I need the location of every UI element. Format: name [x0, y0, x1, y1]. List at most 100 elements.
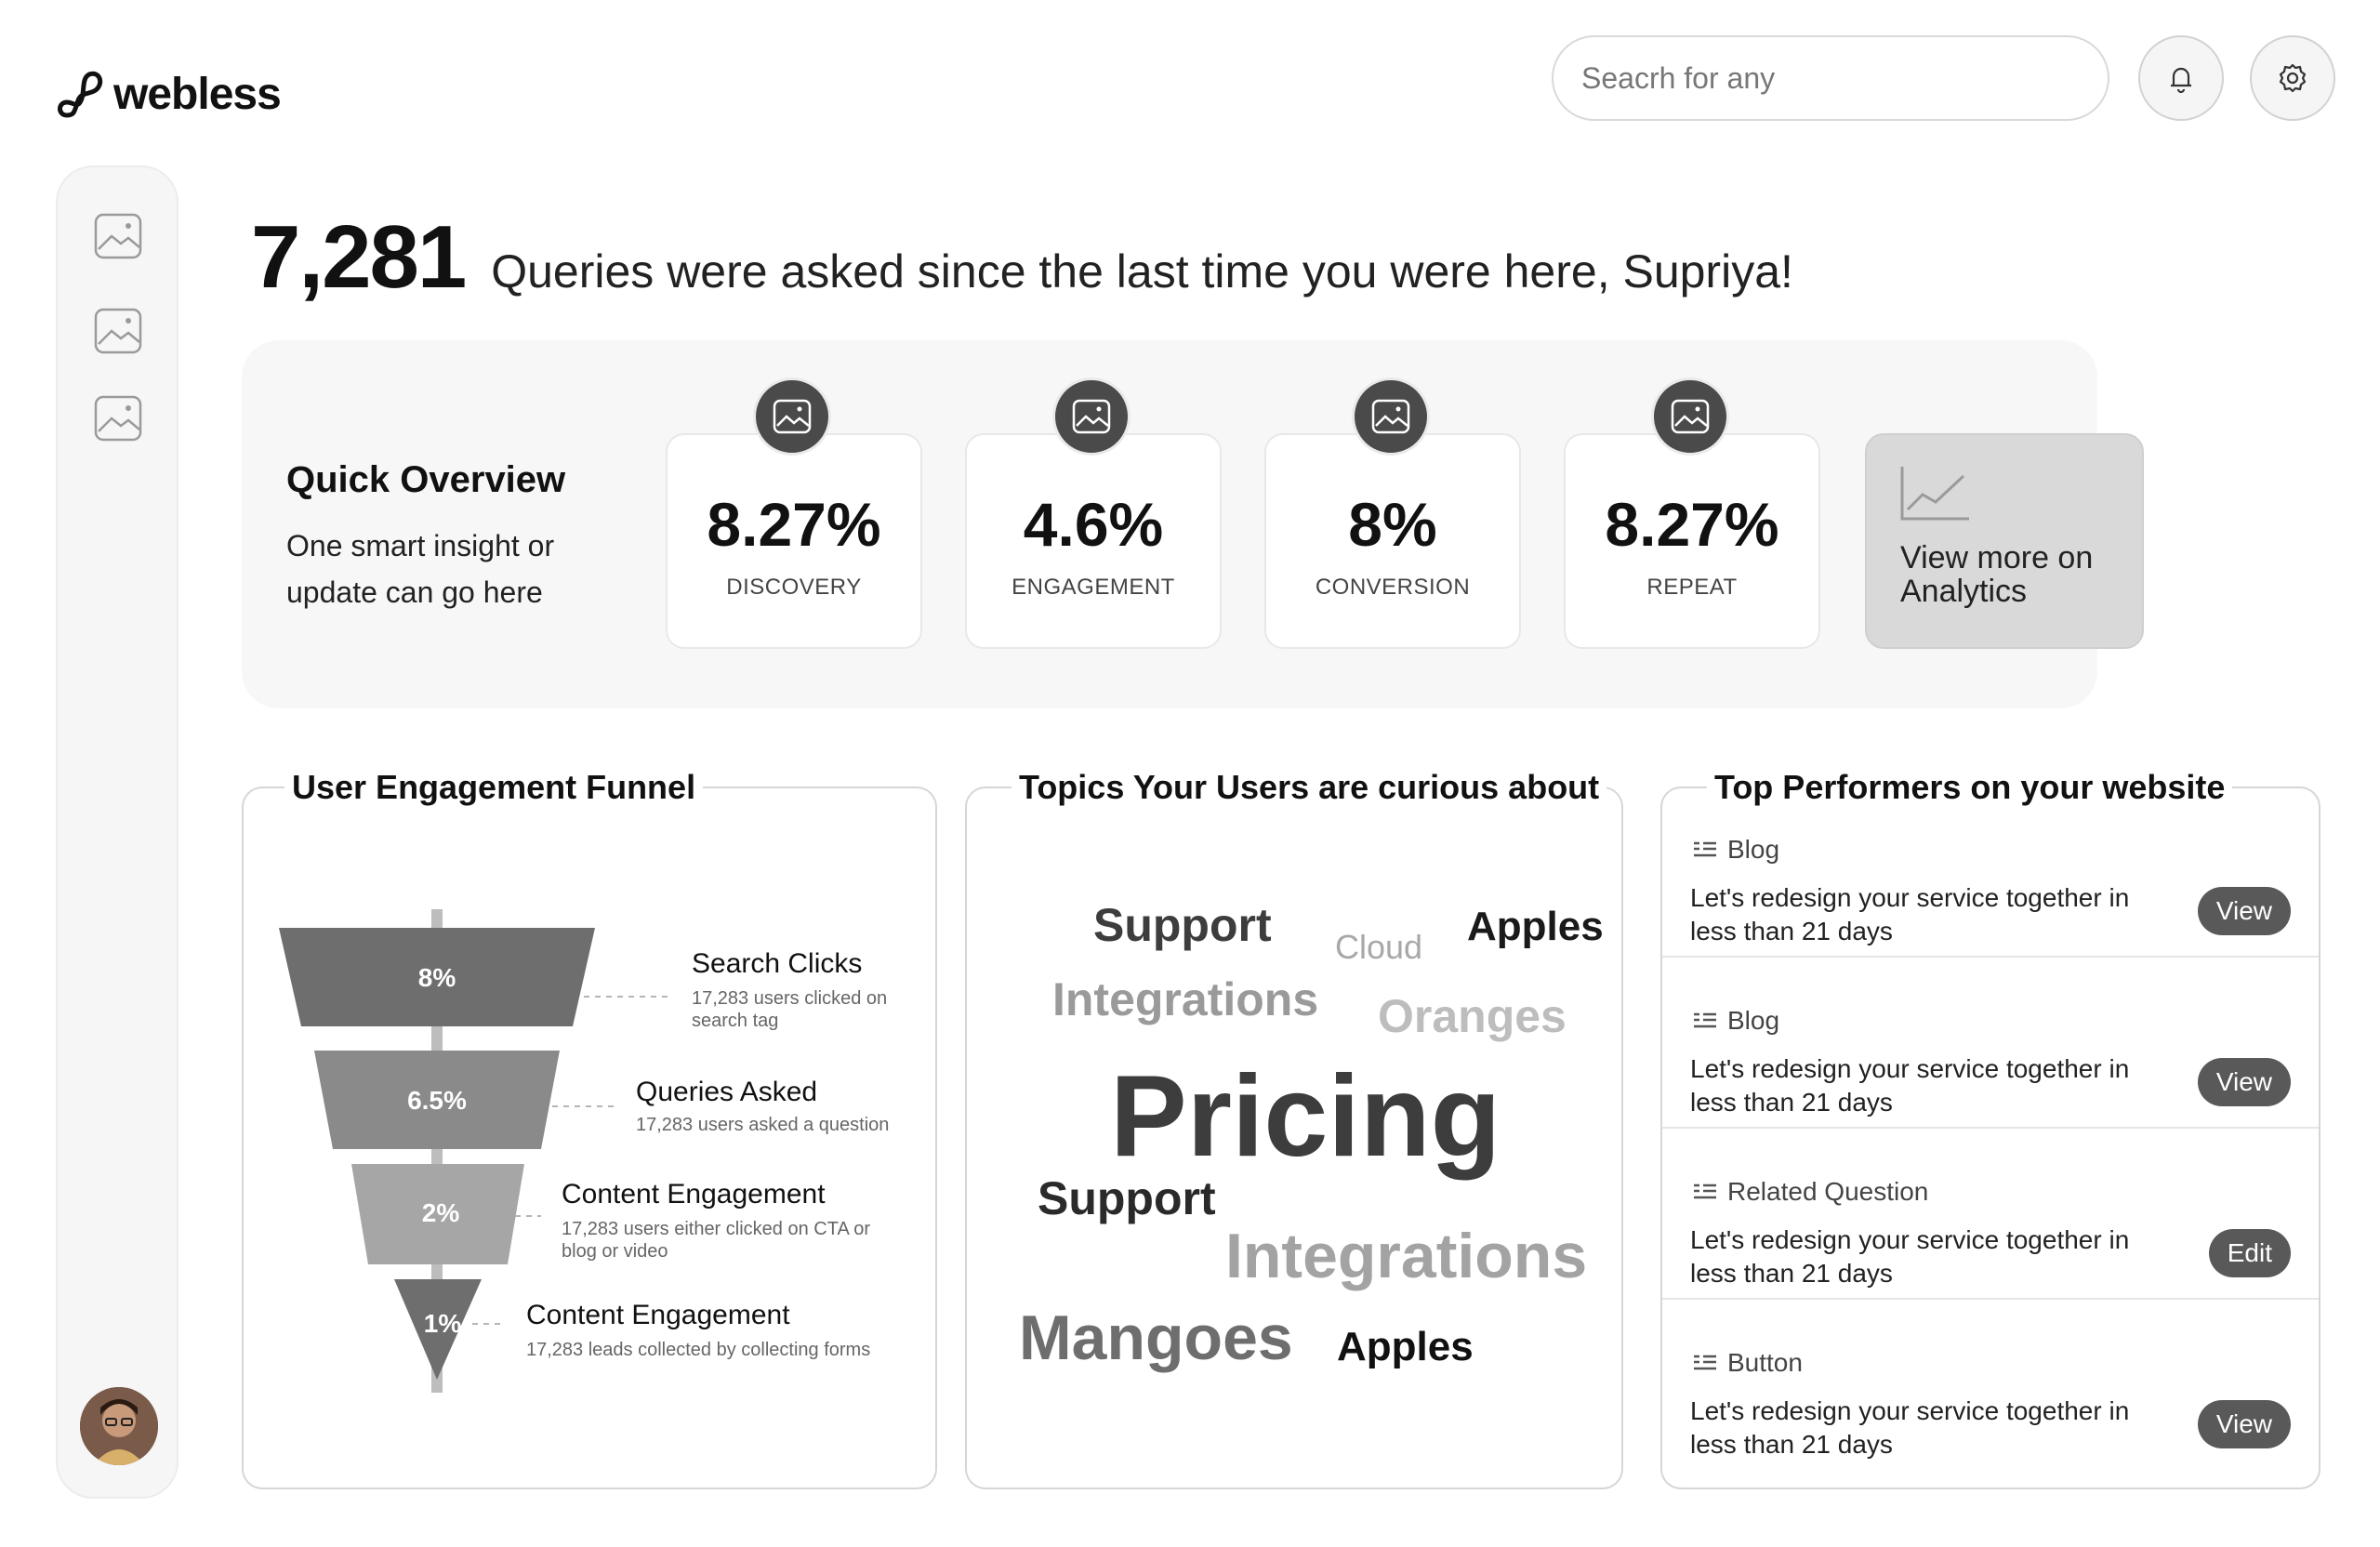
performer-item: Blog Let's redesign your service togethe… — [1662, 959, 2319, 1129]
headline-text: Queries were asked since the last time y… — [491, 245, 1793, 298]
funnel-title: User Engagement Funnel — [284, 768, 704, 807]
topic-word[interactable]: Integrations — [1052, 973, 1319, 1025]
performer-item: Button Let's redesign your service toget… — [1662, 1302, 2319, 1471]
settings-button[interactable] — [2250, 35, 2335, 121]
performer-type-label: Blog — [1727, 1006, 1780, 1035]
edit-button[interactable]: Edit — [2208, 1229, 2291, 1277]
notifications-button[interactable] — [2138, 35, 2224, 121]
funnel-stage-3-pct: 2% — [422, 1198, 460, 1227]
brand-name: webless — [113, 69, 282, 119]
overview-subtitle: One smart insight or update can go here — [286, 529, 555, 609]
line-chart-icon — [1900, 467, 1969, 521]
stat-card-engagement[interactable]: 4.6% ENGAGEMENT — [965, 433, 1222, 649]
query-count: 7,281 — [251, 207, 467, 307]
gear-icon — [2279, 63, 2307, 93]
stat-value: 8% — [1348, 490, 1437, 559]
image-icon — [1651, 377, 1729, 456]
bell-icon — [2171, 67, 2191, 94]
topic-word[interactable]: Oranges — [1378, 990, 1567, 1042]
performers-title: Top Performers on your website — [1707, 768, 2233, 807]
stat-value: 4.6% — [1023, 490, 1164, 559]
top-performers-panel: Top Performers on your website Blog Let'… — [1660, 768, 2320, 1489]
funnel-stem — [431, 909, 443, 1393]
funnel-stage-1-desc: 17,283 users clicked on search tag — [692, 988, 888, 1031]
engagement-funnel-panel: User Engagement Funnel 8% 6.5% 2% 1% Sea… — [242, 768, 937, 1489]
stat-card-discovery[interactable]: 8.27% DISCOVERY — [666, 433, 922, 649]
funnel-stage-4 — [394, 1279, 482, 1380]
topic-word[interactable]: Apples — [1337, 1324, 1474, 1369]
stat-label: CONVERSION — [1315, 575, 1471, 600]
performer-item: Blog Let's redesign your service togethe… — [1662, 788, 2319, 958]
performer-text: Let's redesign your service together in … — [1690, 1225, 2130, 1288]
topic-word[interactable]: Cloud — [1335, 928, 1423, 966]
stat-value: 8.27% — [1605, 490, 1779, 559]
stat-value: 8.27% — [707, 490, 881, 559]
performer-type: Blog — [1692, 835, 1779, 865]
performer-type: Blog — [1692, 1006, 1779, 1036]
quote-list-icon — [1694, 841, 1716, 857]
view-analytics-button[interactable]: View more on Analytics — [1865, 433, 2144, 649]
analytics-link-label: View more on Analytics — [1900, 540, 2094, 609]
funnel-chart: 8% 6.5% 2% 1% — [279, 909, 673, 1393]
performer-item: Related Question Let's redesign your ser… — [1662, 1130, 2319, 1300]
image-icon — [94, 308, 142, 354]
performer-text: Let's redesign your service together in … — [1690, 1054, 2130, 1117]
funnel-stage-3-label: Content Engagement — [562, 1179, 826, 1210]
performer-type-label: Blog — [1727, 835, 1780, 864]
image-icon — [94, 213, 142, 259]
funnel-stage-4-label: Content Engagement — [526, 1300, 790, 1330]
funnel-stage-2-label: Queries Asked — [636, 1077, 818, 1107]
quote-list-icon — [1694, 1183, 1716, 1199]
performer-type: Button — [1692, 1348, 1803, 1378]
topic-word[interactable]: Integrations — [1225, 1221, 1588, 1291]
funnel-stage-4-pct: 1% — [424, 1309, 462, 1338]
topic-word[interactable]: Apples — [1467, 904, 1604, 949]
funnel-stage-2-desc: 17,283 users asked a question — [636, 1115, 890, 1135]
headline: 7,281 Queries were asked since the last … — [251, 206, 1793, 309]
performer-text: Let's redesign your service together in … — [1690, 883, 2130, 945]
sidebar-item-2[interactable] — [93, 307, 143, 355]
performer-type-label: Button — [1727, 1348, 1803, 1377]
stat-card-conversion[interactable]: 8% CONVERSION — [1264, 433, 1521, 649]
topic-word[interactable]: Support — [1038, 1172, 1216, 1224]
performer-type-label: Related Question — [1727, 1177, 1929, 1206]
view-button[interactable]: View — [2197, 887, 2291, 935]
quote-list-icon — [1694, 1012, 1716, 1028]
topic-word[interactable]: Support — [1093, 899, 1272, 951]
search-input[interactable] — [1552, 35, 2109, 121]
image-icon — [1352, 377, 1430, 456]
funnel-stage-1 — [279, 928, 595, 1026]
sidebar — [56, 165, 178, 1499]
image-icon — [1052, 377, 1130, 456]
funnel-stage-3-desc: 17,283 users either clicked on CTA or bl… — [562, 1219, 871, 1262]
view-button[interactable]: View — [2197, 1400, 2291, 1448]
topics-panel: Topics Your Users are curious about Supp… — [965, 768, 1623, 1489]
user-avatar[interactable] — [80, 1387, 158, 1465]
funnel-stage-1-pct: 8% — [418, 963, 456, 992]
overview-title: Quick Overview — [286, 459, 566, 500]
sidebar-item-3[interactable] — [93, 394, 143, 443]
funnel-stage-4-desc: 17,283 leads collected by collecting for… — [526, 1340, 871, 1360]
view-button[interactable]: View — [2197, 1058, 2291, 1106]
funnel-stage-1-label: Search Clicks — [692, 948, 863, 979]
performer-type: Related Question — [1692, 1177, 1928, 1207]
webless-logo-icon — [58, 71, 103, 118]
performer-text: Let's redesign your service together in … — [1690, 1396, 2130, 1459]
image-icon — [94, 395, 142, 442]
funnel-stage-2-pct: 6.5% — [407, 1086, 467, 1115]
topic-word[interactable]: Pricing — [1110, 1052, 1501, 1181]
topics-title: Topics Your Users are curious about — [1012, 768, 1607, 807]
image-icon — [753, 377, 831, 456]
quick-overview-panel: Quick Overview One smart insight or upda… — [242, 340, 2097, 708]
sidebar-item-1[interactable] — [93, 212, 143, 260]
funnel-stage-3 — [351, 1164, 524, 1264]
stat-card-repeat[interactable]: 8.27% REPEAT — [1564, 433, 1820, 649]
avatar-image — [80, 1387, 158, 1465]
stat-label: ENGAGEMENT — [1012, 575, 1175, 600]
brand-logo[interactable]: webless — [54, 65, 282, 123]
stat-label: DISCOVERY — [726, 575, 862, 600]
stat-label: REPEAT — [1646, 575, 1738, 600]
funnel-stage-2 — [314, 1051, 560, 1149]
topic-word[interactable]: Mangoes — [1019, 1302, 1293, 1373]
quote-list-icon — [1694, 1355, 1716, 1370]
